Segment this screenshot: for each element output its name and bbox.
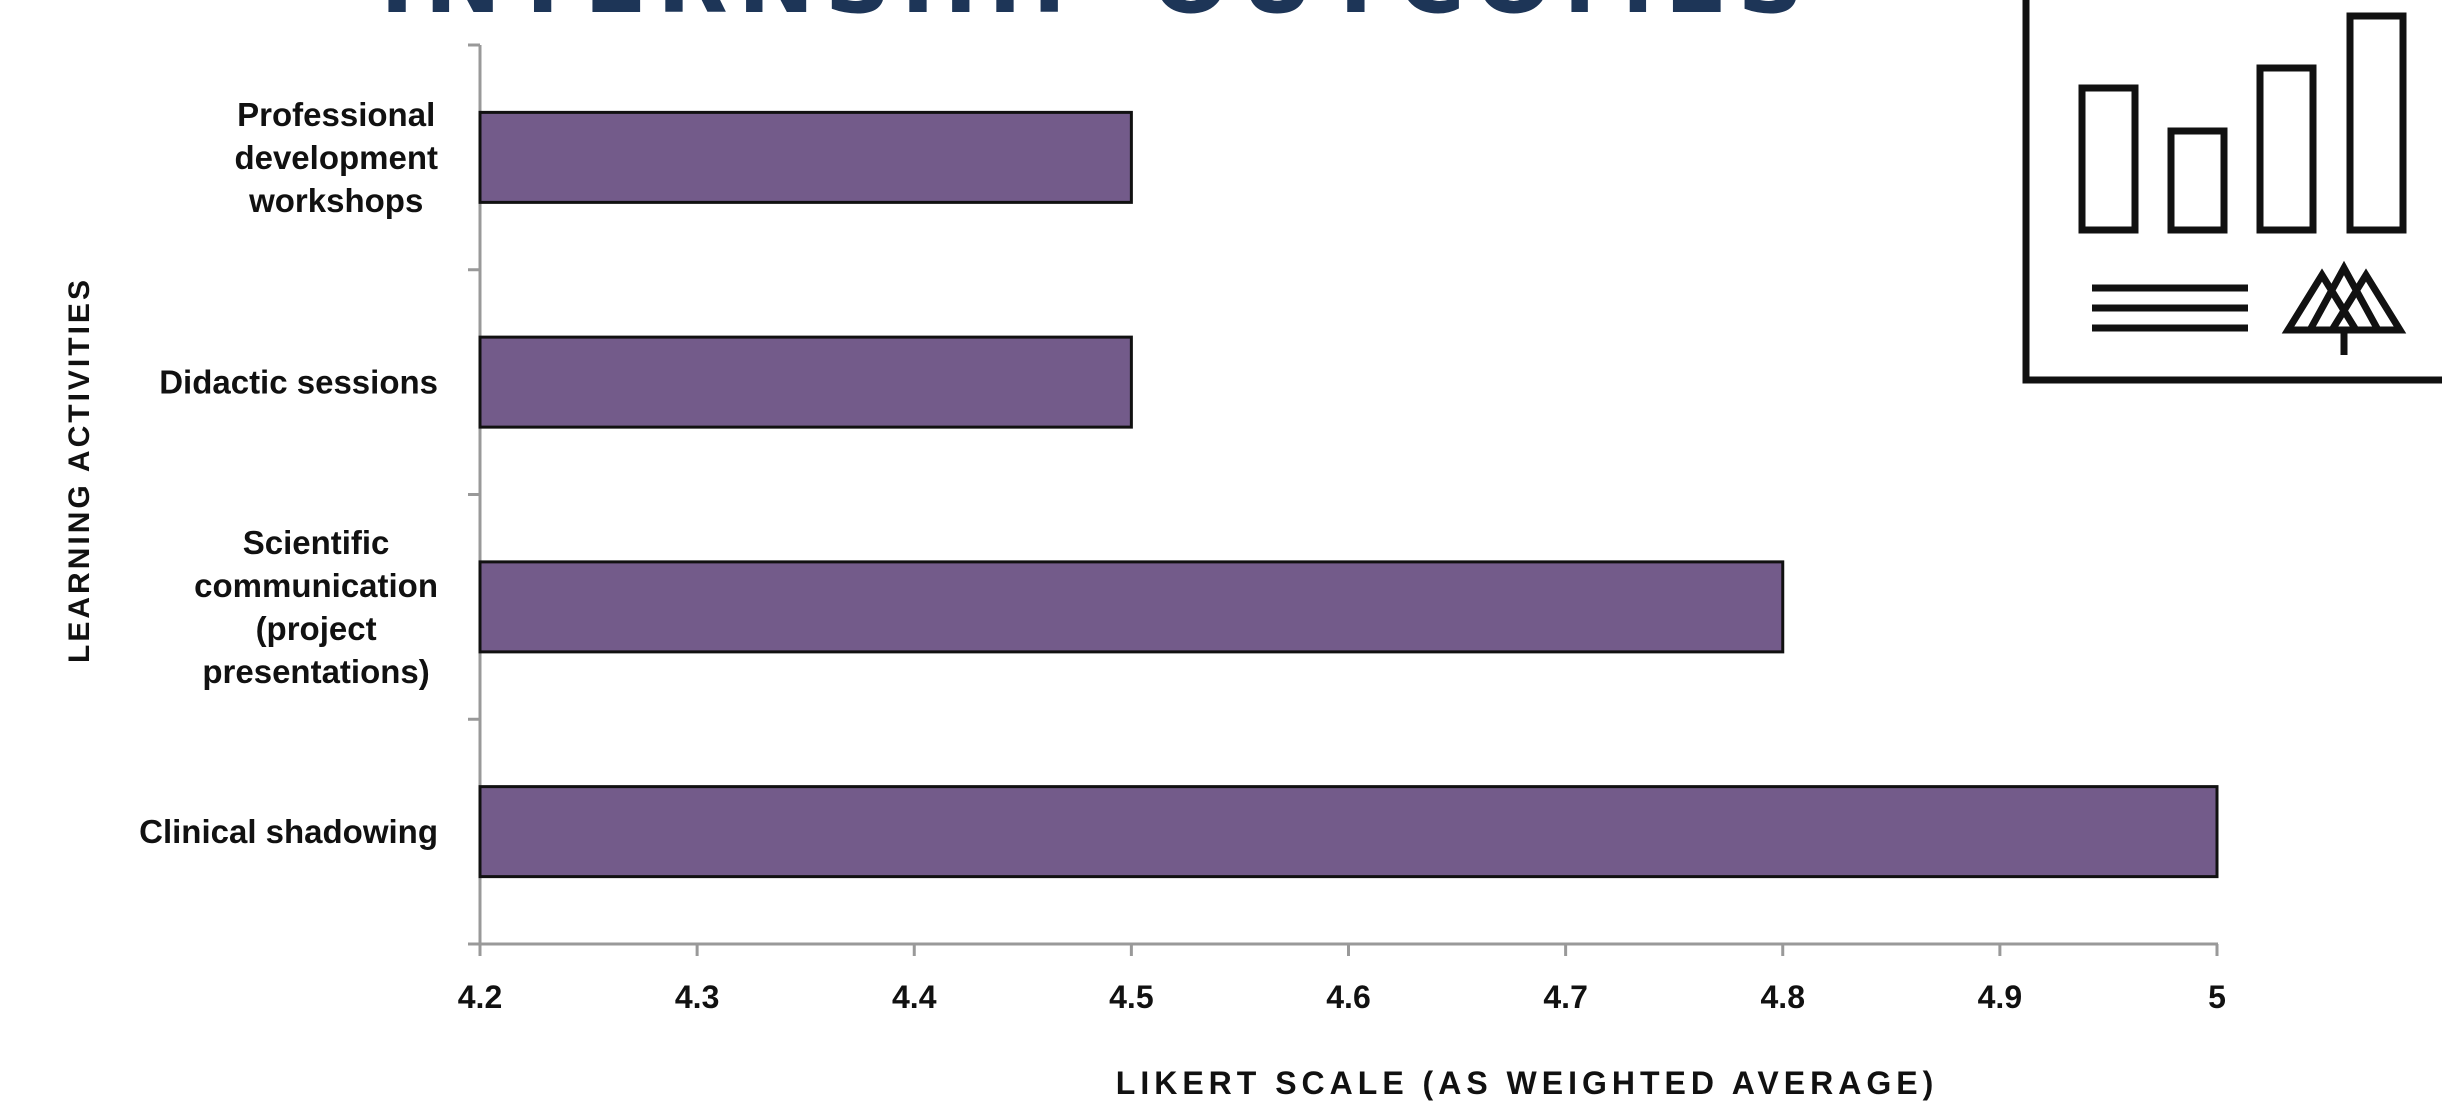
bar <box>478 560 1785 654</box>
category-label-line: Didactic sessions <box>159 364 438 401</box>
x-tick-label: 4.2 <box>458 979 502 1015</box>
bar <box>478 785 2219 879</box>
chart-presentation-icon <box>2022 0 2442 384</box>
x-tick-label: 4.3 <box>675 979 719 1015</box>
category-label: Didactic sessions <box>159 364 438 401</box>
x-tick-labels: 4.2 4.3 4.4 4.5 4.6 4.7 4.8 4.9 5 <box>458 979 2226 1015</box>
category-label-line: communication <box>194 567 438 604</box>
y-axis-title: LEARNING ACTIVITIES <box>63 277 96 663</box>
category-label-line: Clinical shadowing <box>139 813 438 850</box>
x-tick-label: 4.6 <box>1326 979 1370 1015</box>
x-tick-label: 4.9 <box>1978 979 2022 1015</box>
x-tick-label: 4.5 <box>1109 979 1153 1015</box>
x-tick-label: 4.8 <box>1761 979 1805 1015</box>
x-tick-label: 4.4 <box>892 979 937 1015</box>
category-label: Scientific communication (project presentat… <box>194 524 438 690</box>
category-label-line: Scientific <box>243 524 390 561</box>
x-tick-label: 5 <box>2208 979 2226 1015</box>
category-label-line: workshops <box>248 182 423 219</box>
bar <box>478 335 1133 429</box>
x-axis-title: LIKERT SCALE (AS WEIGHTED AVERAGE) <box>1116 1065 1938 1101</box>
category-label-line: development <box>234 139 438 176</box>
x-tick-label: 4.7 <box>1543 979 1587 1015</box>
chart-title: INTERNSHIP OUTCOMES <box>380 0 1814 34</box>
category-label-line: (project <box>256 610 377 647</box>
category-label: Professional development workshops <box>234 96 438 219</box>
bars <box>478 110 2219 879</box>
category-labels: Professional development workshops Didactic… <box>139 96 438 850</box>
category-label-line: Professional <box>237 96 435 133</box>
bar <box>478 110 1133 204</box>
x-tick-marks <box>478 944 2219 956</box>
y-tick-marks <box>468 43 480 946</box>
category-label-line: presentations) <box>202 653 429 690</box>
category-label: Clinical shadowing <box>139 813 438 850</box>
